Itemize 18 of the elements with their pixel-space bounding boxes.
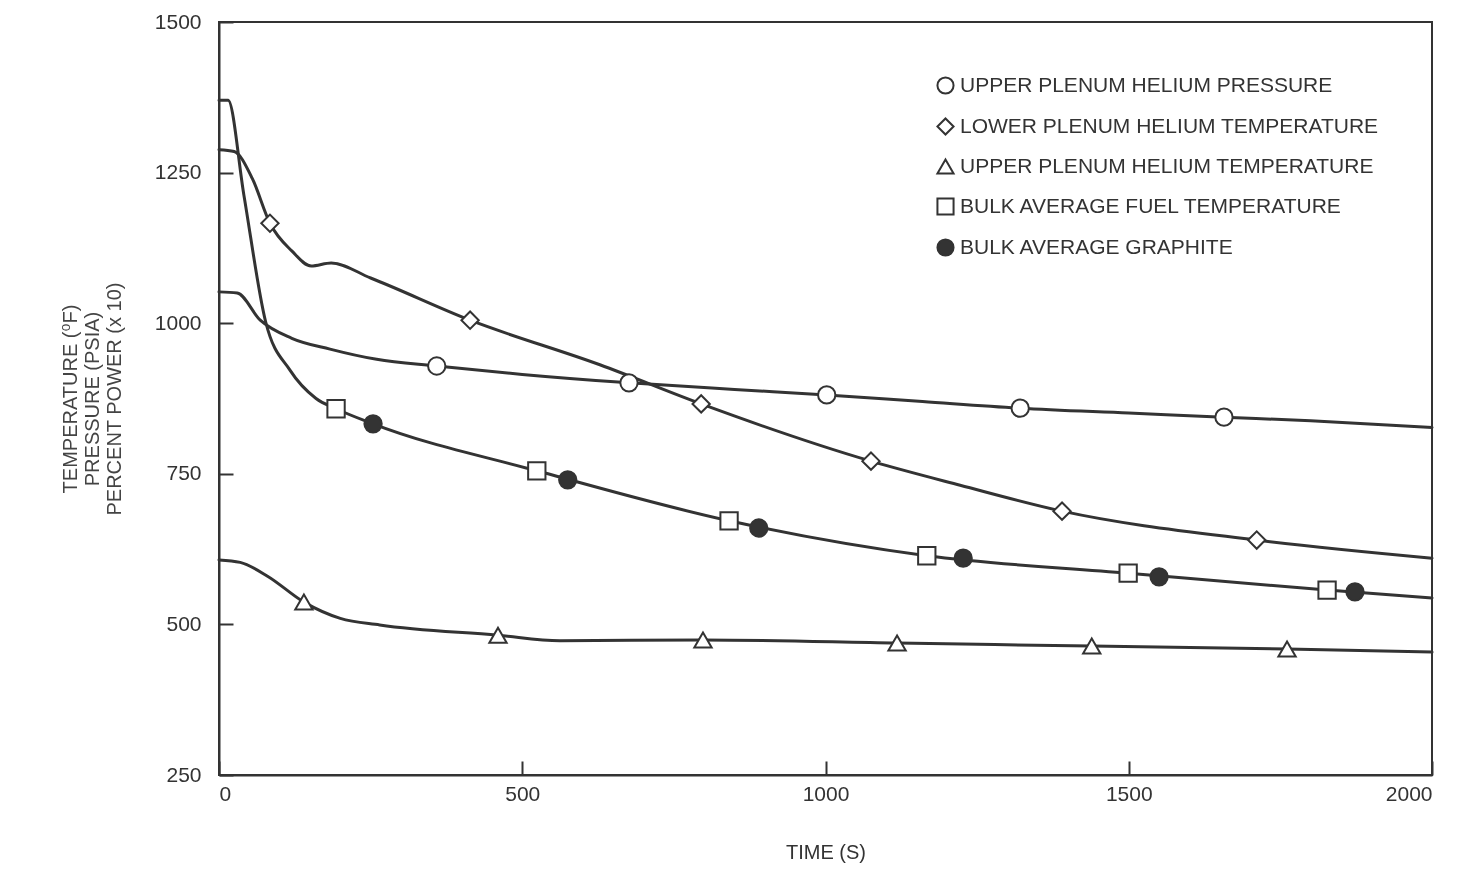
y-axis-title: TEMPERATURE (⁰F) PRESSURE (PSIA) PERCENT POWER (x 10) [58,282,125,516]
y-tick-label: 1000 [154,310,202,334]
x-tick-label: 1000 [802,781,850,805]
y-tick-label: 500 [166,611,202,635]
legend-label: UPPER PLENUM HELIUM TEMPERATURE [960,153,1374,177]
y-tick-label: 750 [166,461,202,485]
legend-label: UPPER PLENUM HELIUM PRESSURE [960,72,1333,96]
y-tick-label: 250 [166,762,202,786]
x-tick-label: 0 [219,781,232,805]
y-tick-label: 1500 [154,9,202,33]
legend-label: BULK AVERAGE GRAPHITE [960,234,1233,258]
x-tick-label: 2000 [1385,781,1433,805]
x-tick-label: 1500 [1105,781,1153,805]
y-tick-label: 1250 [154,160,202,184]
legend-label: BULK AVERAGE FUEL TEMPERATURE [960,193,1341,217]
legend-label: LOWER PLENUM HELIUM TEMPERATURE [960,113,1379,137]
x-axis-title: TIME (S) [786,840,866,863]
x-tick-label: 500 [505,781,541,805]
